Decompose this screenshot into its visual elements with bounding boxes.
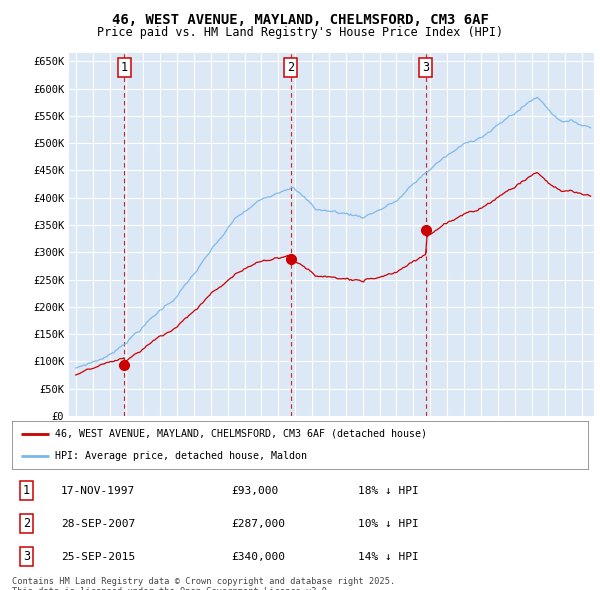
Text: 14% ↓ HPI: 14% ↓ HPI xyxy=(358,552,418,562)
Text: Contains HM Land Registry data © Crown copyright and database right 2025.
This d: Contains HM Land Registry data © Crown c… xyxy=(12,577,395,590)
Text: 46, WEST AVENUE, MAYLAND, CHELMSFORD, CM3 6AF (detached house): 46, WEST AVENUE, MAYLAND, CHELMSFORD, CM… xyxy=(55,429,427,439)
Text: 10% ↓ HPI: 10% ↓ HPI xyxy=(358,519,418,529)
Text: 17-NOV-1997: 17-NOV-1997 xyxy=(61,486,135,496)
Text: £287,000: £287,000 xyxy=(231,519,285,529)
Text: 1: 1 xyxy=(23,484,30,497)
Text: 2: 2 xyxy=(287,61,295,74)
Text: 3: 3 xyxy=(23,550,30,563)
Text: 3: 3 xyxy=(422,61,429,74)
Text: 18% ↓ HPI: 18% ↓ HPI xyxy=(358,486,418,496)
Text: 28-SEP-2007: 28-SEP-2007 xyxy=(61,519,135,529)
Text: HPI: Average price, detached house, Maldon: HPI: Average price, detached house, Mald… xyxy=(55,451,307,461)
Text: 2: 2 xyxy=(23,517,30,530)
Text: Price paid vs. HM Land Registry's House Price Index (HPI): Price paid vs. HM Land Registry's House … xyxy=(97,26,503,39)
Text: 25-SEP-2015: 25-SEP-2015 xyxy=(61,552,135,562)
Text: £93,000: £93,000 xyxy=(231,486,278,496)
Text: 46, WEST AVENUE, MAYLAND, CHELMSFORD, CM3 6AF: 46, WEST AVENUE, MAYLAND, CHELMSFORD, CM… xyxy=(112,13,488,27)
Text: 1: 1 xyxy=(121,61,128,74)
Text: £340,000: £340,000 xyxy=(231,552,285,562)
